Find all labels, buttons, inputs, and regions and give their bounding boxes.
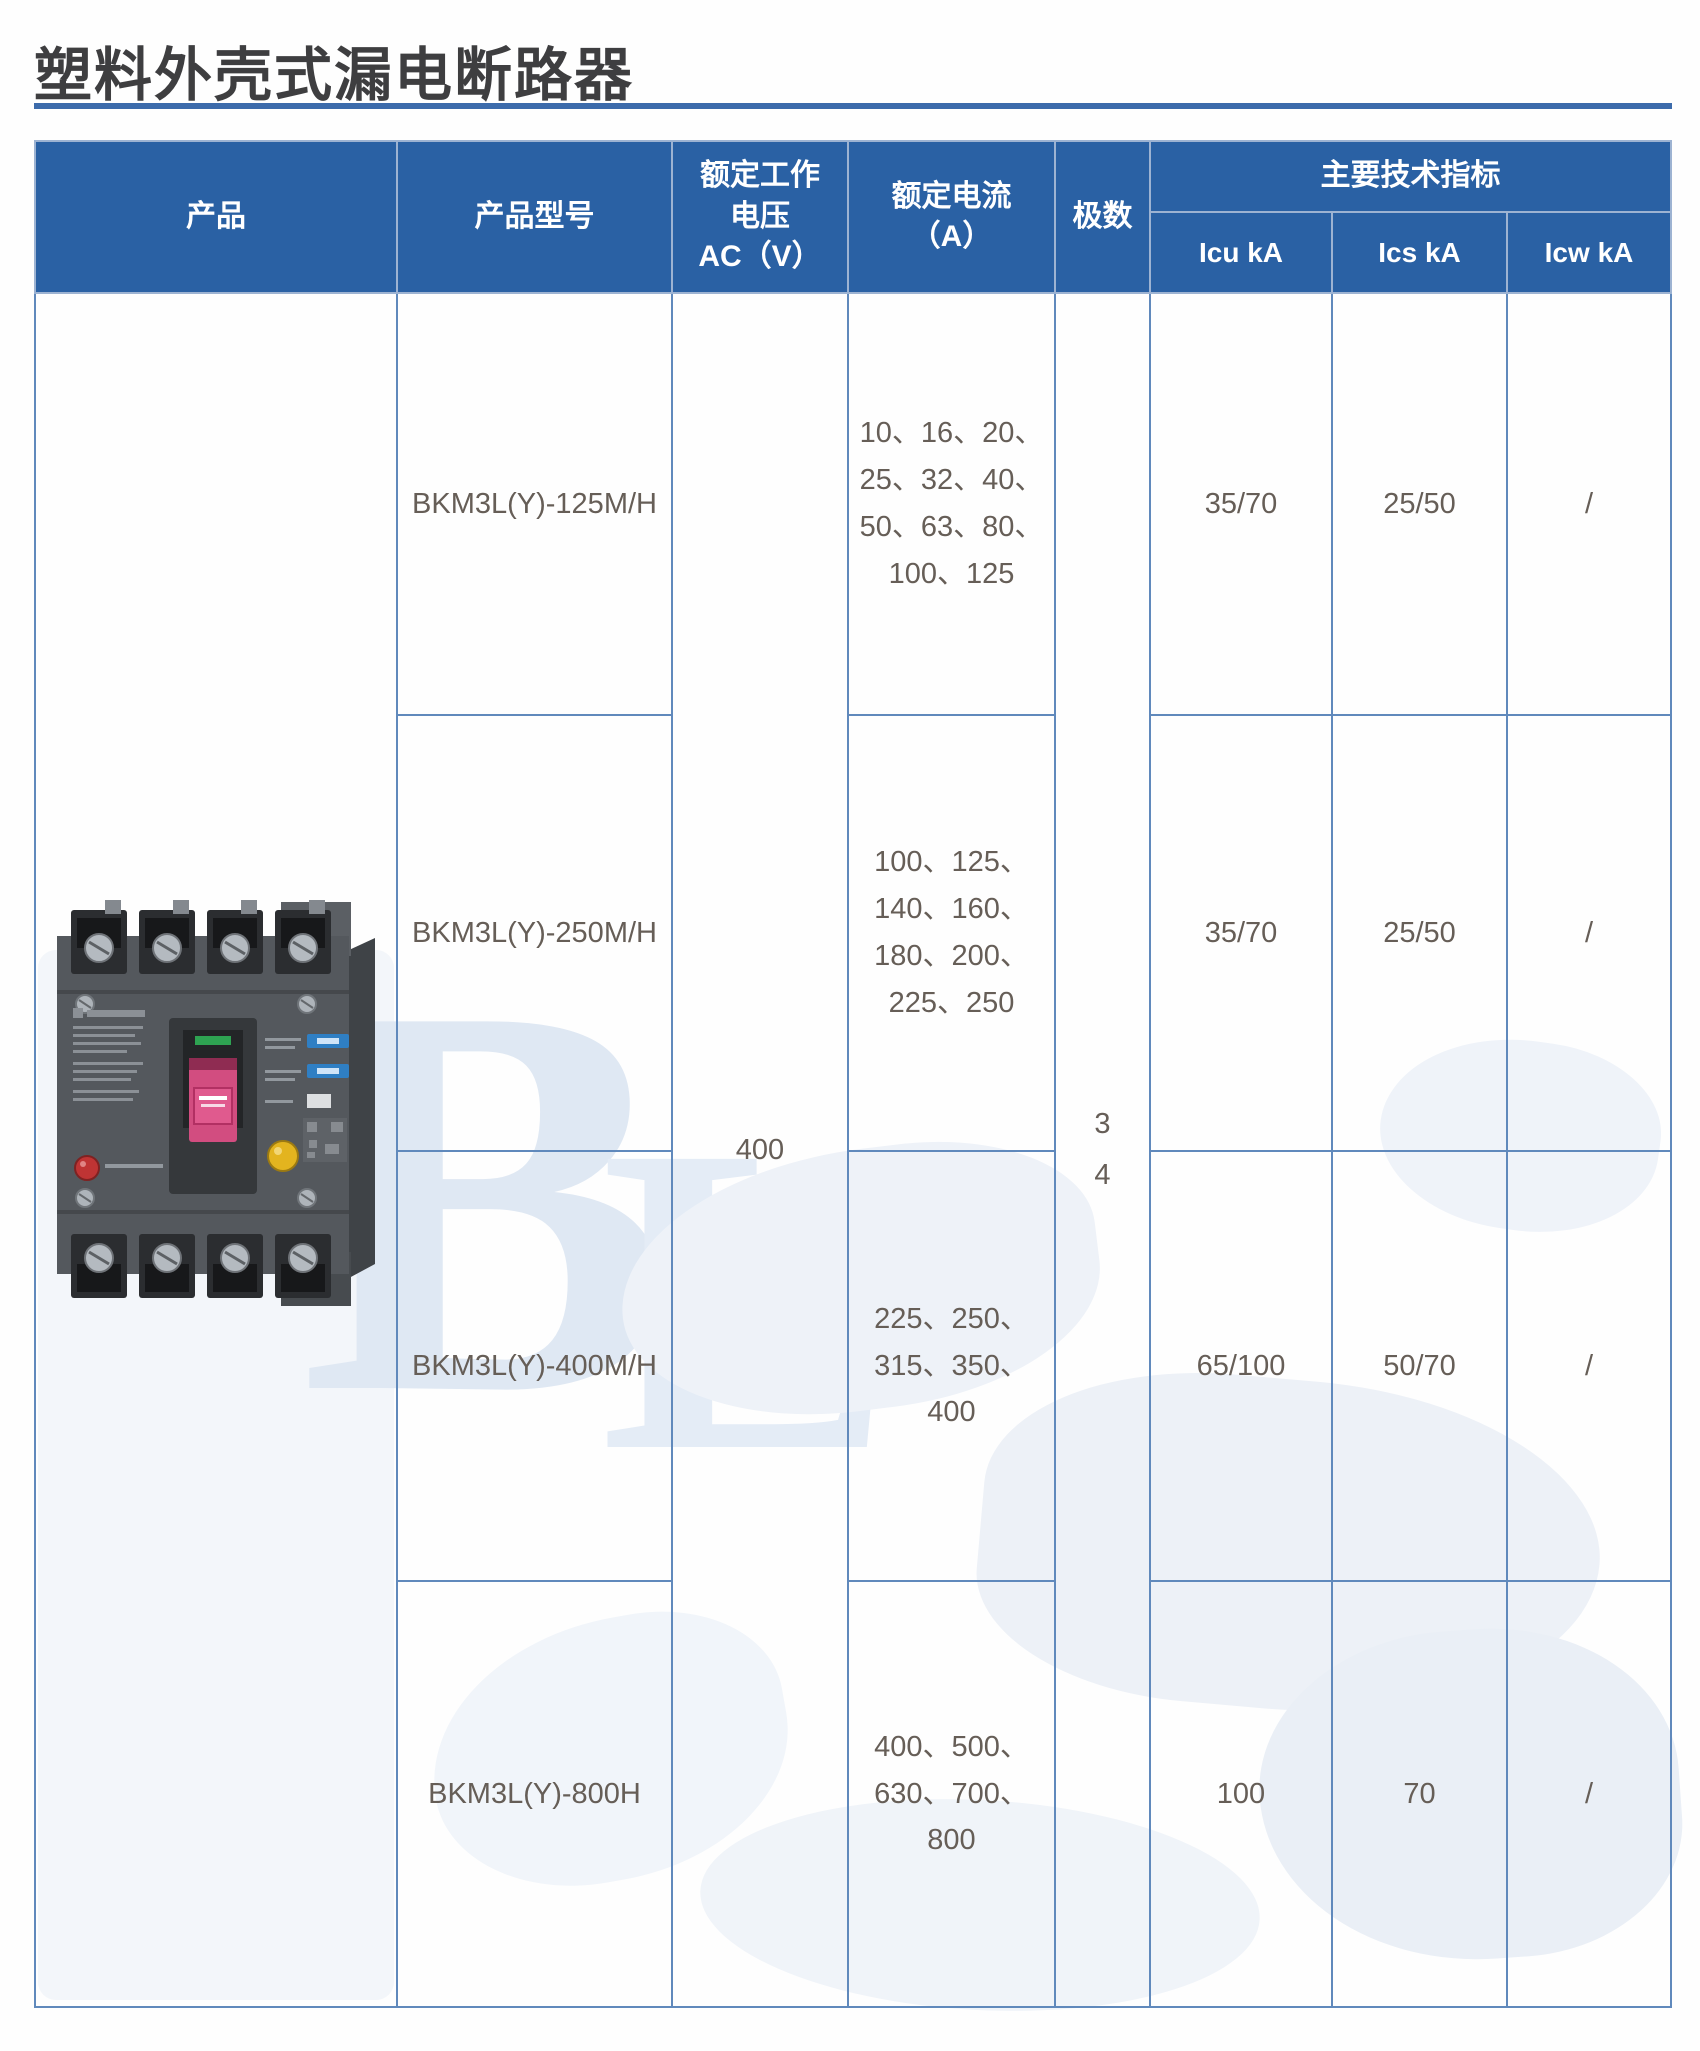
col-header-icu: Icu kA: [1149, 211, 1333, 294]
ics-cell: 70: [1331, 1580, 1508, 2008]
icw-cell: /: [1505, 1150, 1673, 1582]
ics-cell: 25/50: [1331, 292, 1508, 716]
icu-cell: 35/70: [1149, 714, 1333, 1152]
voltage-cell: 400: [671, 292, 849, 2008]
poles-cell: 3 4: [1054, 292, 1151, 2008]
col-header-voltage: 额定工作 电压 AC（V）: [671, 140, 849, 294]
ics-cell: 25/50: [1331, 714, 1508, 1152]
page-title: 塑料外壳式漏电断路器: [34, 43, 635, 108]
icw-cell: /: [1505, 292, 1673, 716]
col-header-product: 产品: [34, 140, 398, 294]
col-header-model: 产品型号: [396, 140, 673, 294]
icu-cell: 35/70: [1149, 292, 1333, 716]
spec-table: 产品 产品型号 额定工作 电压 AC（V） 额定电流 （A） 极数 主要技术指标…: [34, 140, 1673, 2008]
col-header-poles: 极数: [1054, 140, 1151, 294]
col-header-icw: Icw kA: [1505, 211, 1673, 294]
currents-cell: 100、125、 140、160、 180、200、 225、250: [847, 714, 1056, 1152]
product-photo-cell: [34, 292, 398, 2008]
model-cell: BKM3L(Y)-125M/H: [396, 292, 673, 716]
currents-cell: 10、16、20、 25、32、40、 50、63、80、 100、125: [847, 292, 1056, 716]
breaker-photo: [57, 899, 375, 1306]
title-underline: [34, 103, 1672, 109]
icu-cell: 100: [1149, 1580, 1333, 2008]
table-row: BKM3L(Y)-250M/H 100、125、 140、160、 180、20…: [35, 714, 1673, 1152]
model-cell: BKM3L(Y)-400M/H: [396, 1150, 673, 1582]
currents-cell: 225、250、 315、350、400: [847, 1150, 1056, 1582]
model-cell: BKM3L(Y)-250M/H: [396, 714, 673, 1152]
icu-cell: 65/100: [1149, 1150, 1333, 1582]
currents-cell: 400、500、 630、700、 800: [847, 1580, 1056, 2008]
table-row: BKM3L(Y)-125M/H 400 10、16、20、 25、32、40、 …: [34, 292, 1673, 2008]
col-header-tech-group: 主要技术指标: [1148, 140, 1673, 213]
col-header-current: 额定电流 （A）: [847, 140, 1056, 294]
col-header-ics: Ics kA: [1331, 211, 1508, 294]
icw-cell: /: [1505, 714, 1673, 1152]
ics-cell: 50/70: [1331, 1150, 1508, 1582]
model-cell: BKM3L(Y)-800H: [396, 1580, 673, 2008]
icw-cell: /: [1505, 1580, 1673, 2008]
